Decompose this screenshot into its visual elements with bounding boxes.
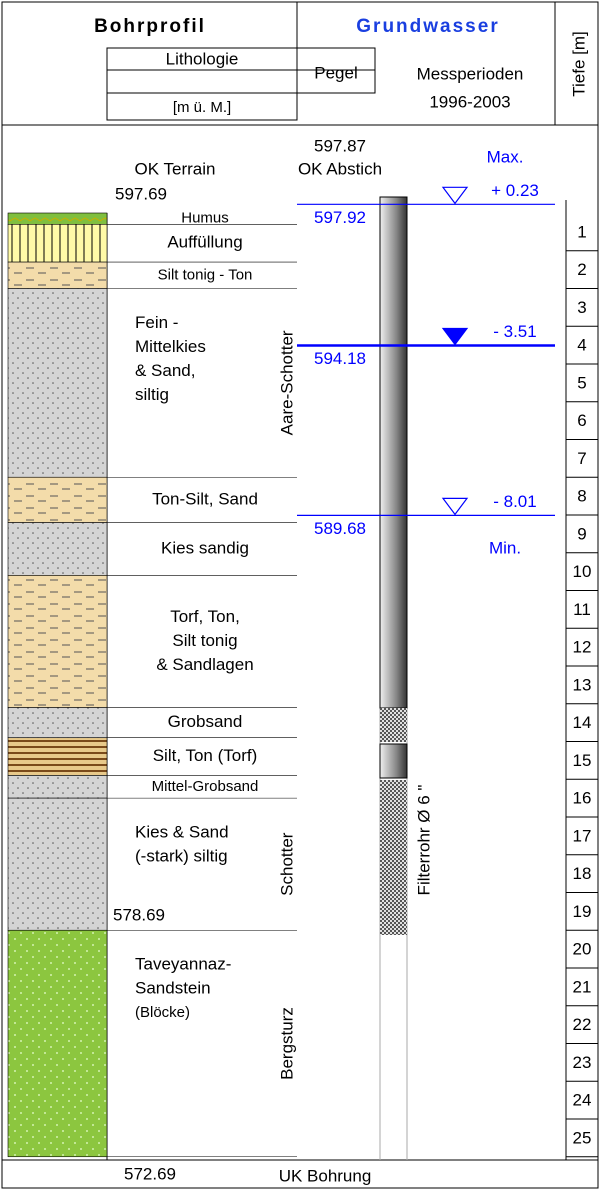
depth-label: 11 bbox=[573, 600, 591, 619]
label: OK Terrain bbox=[135, 159, 216, 178]
water-change: - 3.51 bbox=[493, 322, 536, 341]
filter bbox=[380, 708, 407, 742]
layer-name: Mittel-Grobsand bbox=[152, 778, 259, 795]
heading: Lithologie bbox=[166, 49, 239, 68]
layer-name: Sandstein bbox=[135, 979, 211, 998]
lithology bbox=[8, 213, 107, 224]
lithology bbox=[8, 708, 107, 738]
depth-label: 25 bbox=[573, 1128, 592, 1147]
layer-name: Humus bbox=[181, 210, 229, 227]
unit: [m ü. M.] bbox=[173, 99, 231, 116]
group-label: Bergsturz bbox=[277, 1007, 296, 1080]
lithology bbox=[8, 523, 107, 576]
elevation: 578.69 bbox=[113, 906, 165, 925]
pipe bbox=[380, 744, 407, 778]
depth-scale: 1234567891011121314151617181920212223242… bbox=[566, 222, 598, 1156]
lithology bbox=[8, 738, 107, 776]
depth-label: 12 bbox=[573, 638, 592, 657]
depth-label: 15 bbox=[573, 751, 592, 770]
water-marker bbox=[443, 329, 467, 345]
water-elevation: 597.92 bbox=[314, 208, 366, 227]
lithology bbox=[8, 930, 107, 1157]
layer-name: Kies sandig bbox=[161, 538, 249, 557]
depth-label: 13 bbox=[573, 675, 592, 694]
water-marker bbox=[443, 187, 467, 203]
depth-label: 7 bbox=[577, 449, 586, 468]
water-change: + 0.23 bbox=[491, 181, 539, 200]
label: UK Bohrung bbox=[279, 1166, 372, 1185]
layer-name: Torf, Ton, bbox=[170, 607, 240, 626]
lithology bbox=[8, 575, 107, 707]
filter bbox=[380, 780, 407, 935]
depth-label: 6 bbox=[577, 411, 586, 430]
label: Min. bbox=[489, 538, 521, 557]
water-levels: + 0.23 597.92 - 3.51 594.18 - 8.01 589.68 bbox=[297, 181, 555, 538]
elevation: 572.69 bbox=[124, 1164, 176, 1183]
title: Grundwasser bbox=[356, 16, 499, 37]
layer-name: Fein - bbox=[135, 313, 178, 332]
depth-label: 23 bbox=[573, 1053, 592, 1072]
layer-name: Mittelkies bbox=[135, 337, 206, 356]
layer-name: Grobsand bbox=[168, 712, 243, 731]
lithology bbox=[8, 775, 107, 798]
layer-name: Taveyannaz- bbox=[135, 955, 231, 974]
water-elevation: 589.68 bbox=[314, 519, 366, 538]
heading: Pegel bbox=[314, 63, 357, 82]
layer-name: Silt, Ton (Torf) bbox=[153, 746, 258, 765]
layer-name: Silt tonig - Ton bbox=[158, 266, 253, 283]
layers: Humus Auffüllung Silt tonig - Ton Fein - Mit… bbox=[8, 210, 297, 1157]
layer-name: (-stark) siltig bbox=[135, 847, 228, 866]
elevation: 597.69 bbox=[115, 184, 167, 203]
lithology bbox=[8, 262, 107, 288]
elevation: 597.87 bbox=[314, 136, 366, 155]
layer-name: Silt tonig bbox=[172, 631, 237, 650]
lithology bbox=[8, 477, 107, 522]
heading: 1996-2003 bbox=[429, 92, 510, 111]
lithology bbox=[8, 289, 107, 478]
depth-label: 8 bbox=[577, 487, 586, 506]
depth-label: 17 bbox=[573, 826, 592, 845]
layer-name: Kies & Sand bbox=[135, 823, 229, 842]
layer-name: Ton-Silt, Sand bbox=[152, 489, 258, 508]
depth-title: Tiefe [m] bbox=[569, 31, 588, 97]
layer-name: & Sandlagen bbox=[156, 655, 253, 674]
title: Bohrprofil bbox=[94, 16, 206, 37]
water-elevation: 594.18 bbox=[314, 349, 366, 368]
depth-label: 22 bbox=[573, 1015, 592, 1034]
group-label: Schotter bbox=[277, 832, 296, 896]
water-change: - 8.01 bbox=[493, 492, 536, 511]
depth-label: 9 bbox=[577, 524, 586, 543]
filter-label: Filterrohr Ø 6 " bbox=[414, 785, 433, 896]
pipe bbox=[380, 197, 407, 708]
lithology bbox=[8, 224, 107, 262]
layer-name: (Blöcke) bbox=[135, 1004, 190, 1021]
depth-label: 19 bbox=[573, 902, 592, 921]
depth-label: 1 bbox=[577, 222, 586, 241]
depth-label: 2 bbox=[577, 260, 586, 279]
depth-label: 24 bbox=[573, 1091, 592, 1110]
depth-label: 14 bbox=[573, 713, 592, 732]
label: Max. bbox=[487, 147, 524, 166]
depth-label: 4 bbox=[577, 336, 586, 355]
depth-label: 5 bbox=[577, 373, 586, 392]
depth-label: 10 bbox=[573, 562, 592, 581]
lithology bbox=[8, 798, 107, 930]
layer-name: & Sand, bbox=[135, 361, 196, 380]
depth-label: 16 bbox=[573, 789, 592, 808]
group-label: Aare-Schotter bbox=[277, 330, 296, 435]
label: OK Abstich bbox=[298, 159, 382, 178]
layer-name: Auffüllung bbox=[167, 233, 242, 252]
layer-name: siltig bbox=[135, 385, 169, 404]
depth-label: 3 bbox=[577, 298, 586, 317]
depth-label: 20 bbox=[573, 940, 592, 959]
water-marker bbox=[443, 498, 467, 514]
depth-label: 21 bbox=[573, 977, 592, 996]
borehole-profile: Bohrprofil Grundwasser Tiefe [m] Litholo… bbox=[0, 0, 600, 1191]
heading: Messperioden bbox=[417, 64, 524, 83]
depth-label: 18 bbox=[573, 864, 592, 883]
